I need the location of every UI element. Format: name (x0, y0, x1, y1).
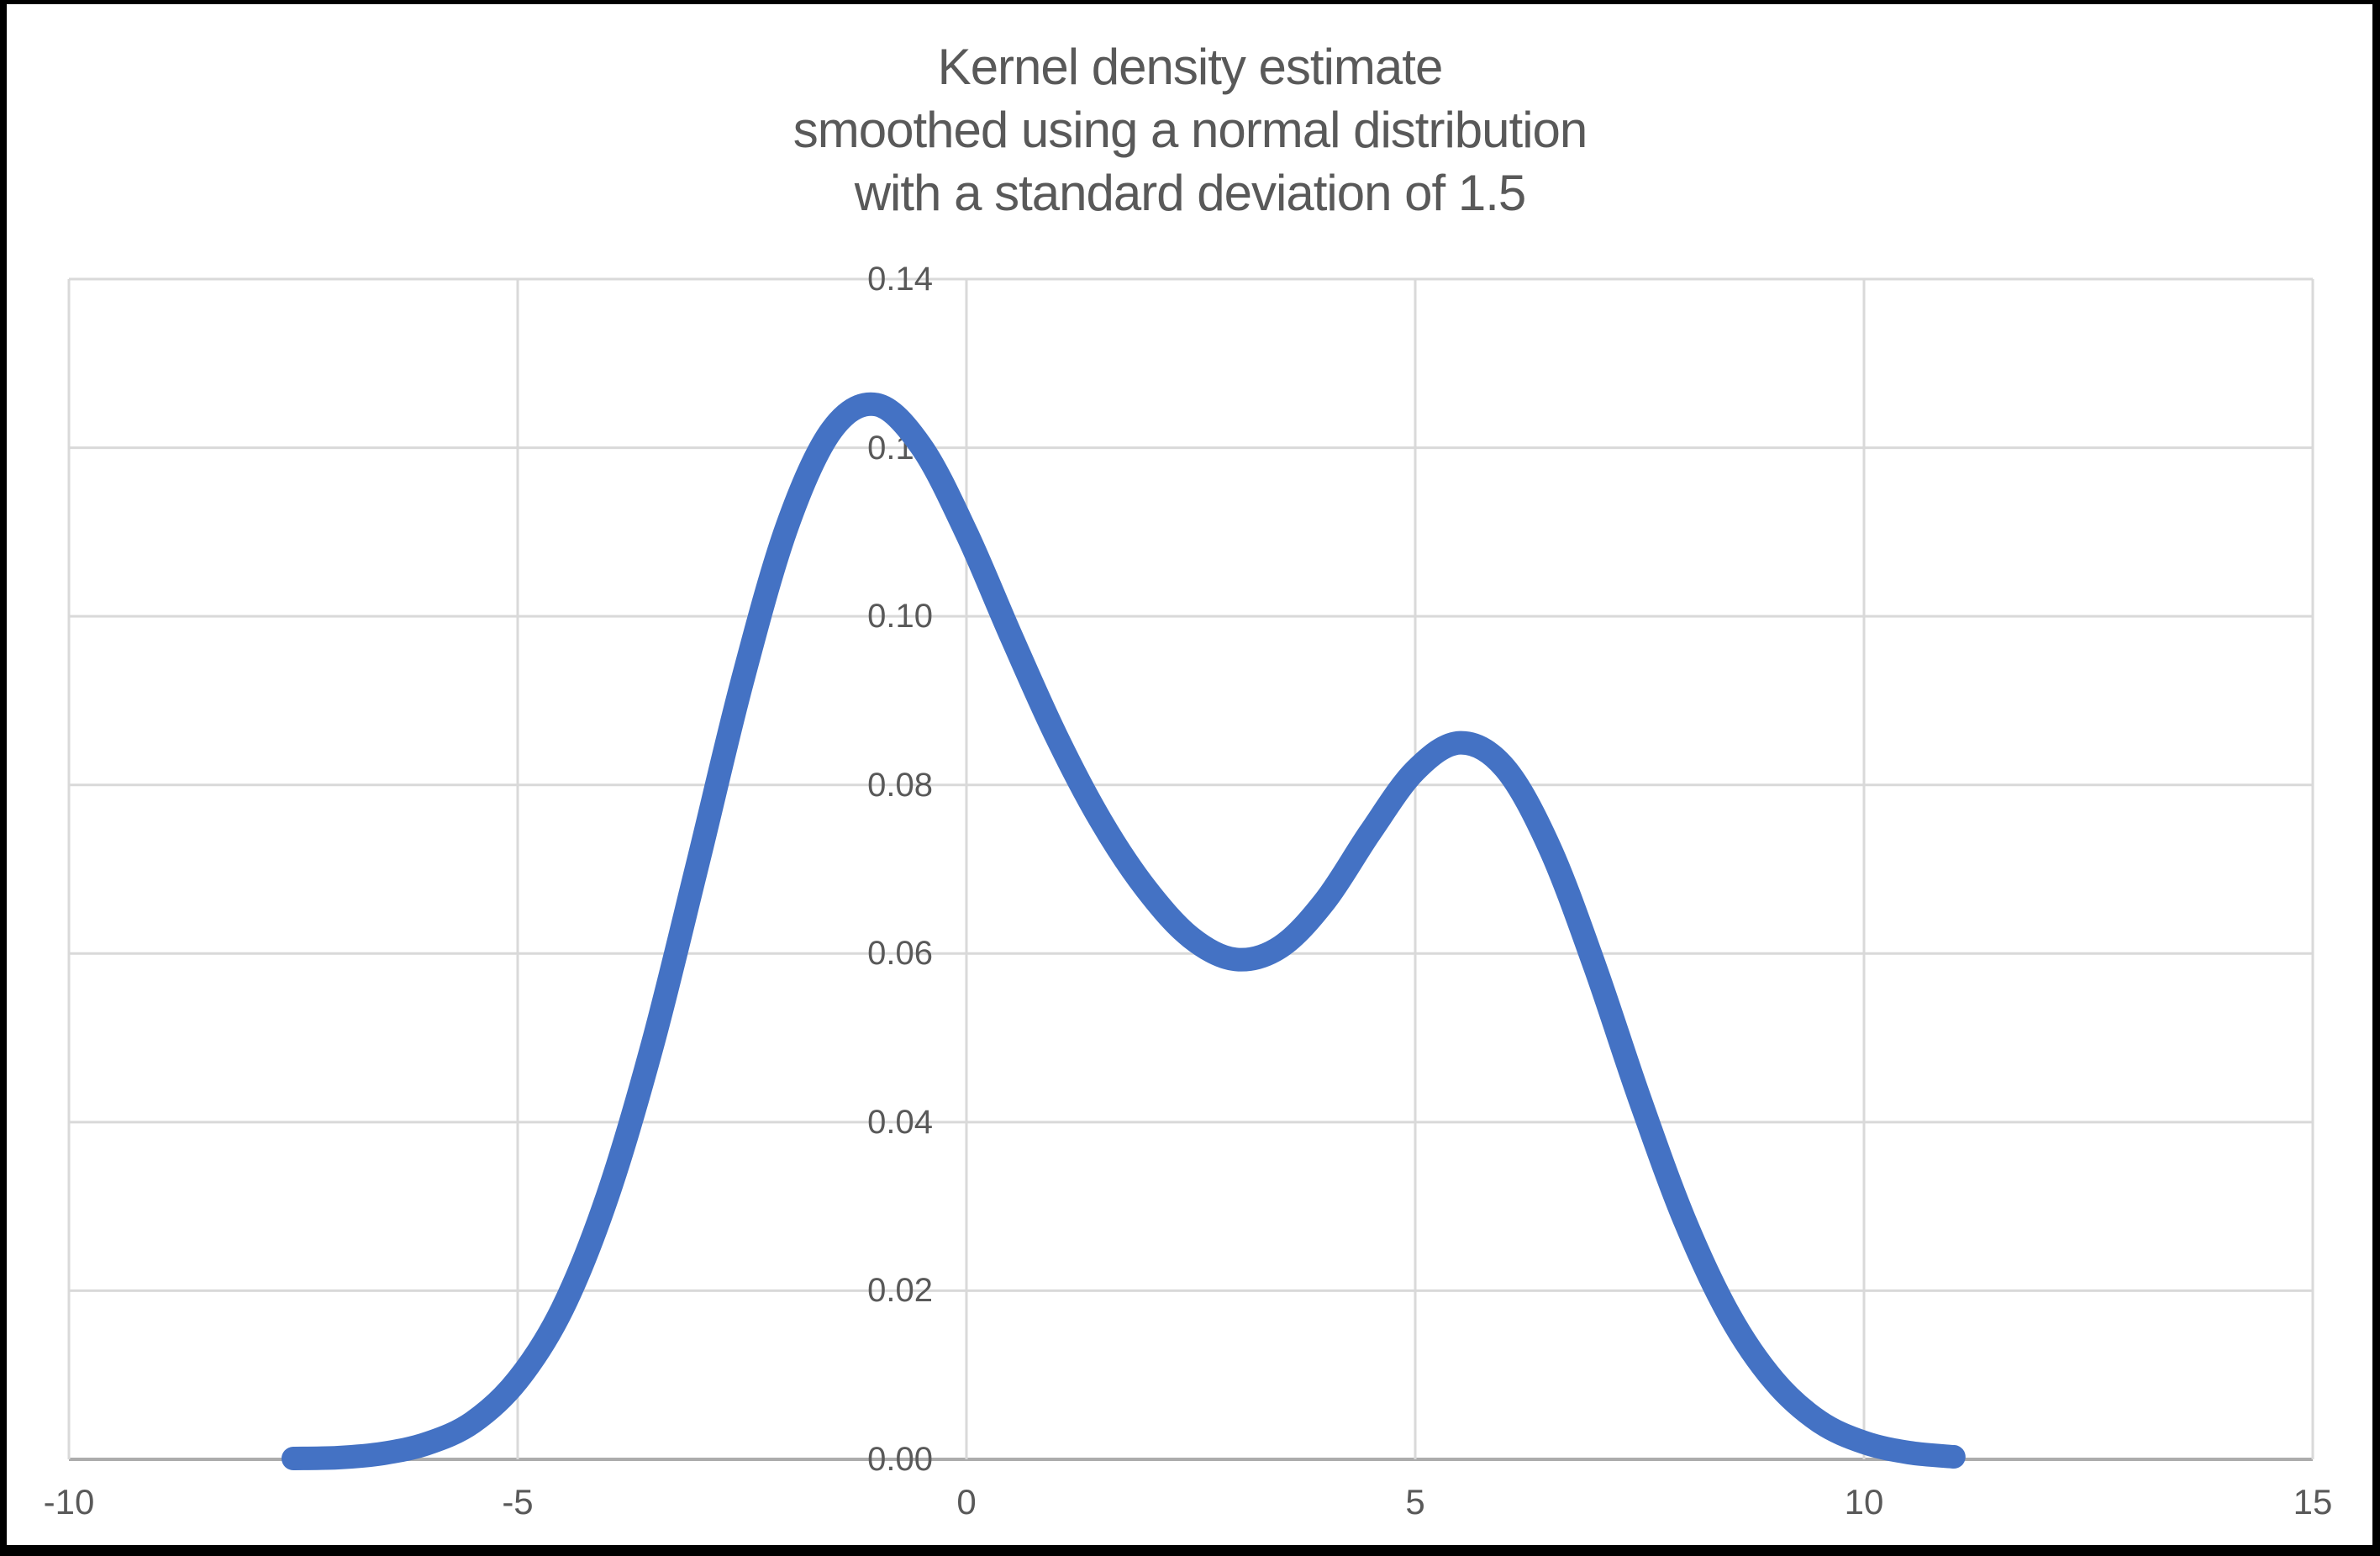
chart-title-line-2: smoothed using a normal distribution (792, 102, 1588, 158)
chart-title: Kernel density estimate smoothed using a… (0, 35, 2380, 224)
y-tick-label: 0.04 (867, 1104, 933, 1141)
kde-curve (282, 392, 1966, 1470)
x-tick-label: 5 (1405, 1482, 1425, 1522)
frame-border-right (2372, 0, 2380, 1556)
x-tick-label: -10 (43, 1482, 95, 1522)
y-tick-label: 0.14 (867, 261, 933, 298)
chart-title-line-3: with a standard deviation of 1.5 (854, 165, 1527, 221)
y-tick-label: 0.10 (867, 598, 933, 635)
x-tick-label: 10 (1844, 1482, 1884, 1522)
y-tick-label: 0.00 (867, 1441, 933, 1478)
y-tick-label: 0.06 (867, 935, 933, 972)
x-tick-label: 0 (956, 1482, 977, 1522)
frame-border-left (0, 0, 7, 1556)
y-tick-label: 0.08 (867, 767, 933, 804)
chart-title-line-1: Kernel density estimate (937, 39, 1444, 95)
frame-border-bottom (0, 1545, 2380, 1556)
y-tick-label: 0.02 (867, 1272, 933, 1309)
x-tick-label: 15 (2293, 1482, 2333, 1522)
x-tick-label: -5 (502, 1482, 534, 1522)
frame-border-top (0, 0, 2380, 4)
